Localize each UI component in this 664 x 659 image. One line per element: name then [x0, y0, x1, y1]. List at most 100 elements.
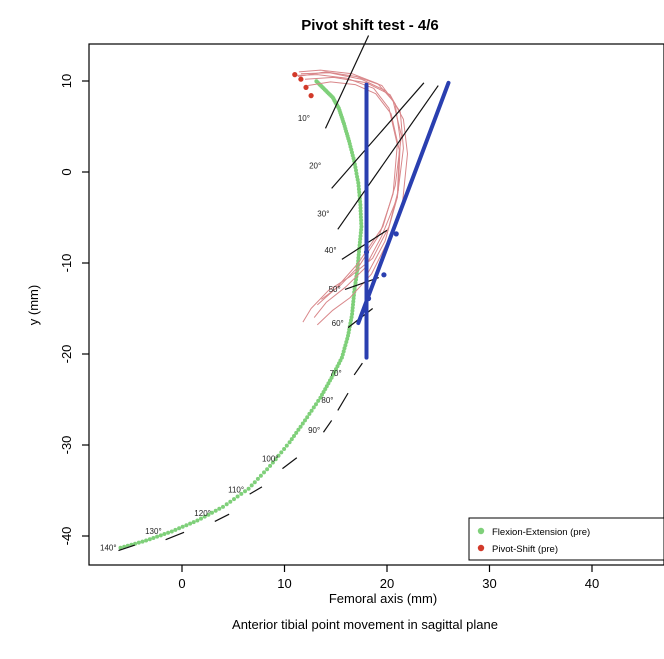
flexion-point [350, 308, 355, 313]
flexion-point [158, 533, 163, 538]
flexion-point [359, 218, 364, 223]
flexion-point [357, 249, 361, 254]
flexion-point [249, 483, 254, 488]
flexion-point [345, 336, 350, 341]
flexion-point [356, 180, 361, 185]
angle-marker-line [337, 85, 439, 230]
flexion-point [352, 290, 357, 295]
flexion-point [316, 398, 321, 403]
x-axis-ticks: 0 10 20 30 40 [178, 565, 599, 591]
flexion-point [356, 184, 361, 188]
y-tick-label: -20 [59, 345, 74, 364]
angle-marker-line [322, 420, 333, 433]
flexion-point [303, 418, 307, 423]
flexion-point [314, 402, 318, 407]
flexion-point [252, 480, 257, 485]
flexion-point [353, 165, 358, 170]
flexion-point [346, 333, 350, 338]
flexion-point [350, 312, 355, 316]
flexion-point [294, 430, 299, 435]
knee-angle-markers: 10° 20° 30° 40° 50° 60° 70° 80° 90° 100° 110° 120° 1… [100, 35, 439, 553]
flexion-point [351, 296, 356, 301]
angle-marker-line [118, 544, 136, 552]
pivot-trace-line [300, 72, 404, 318]
flexion-point [354, 277, 358, 282]
y-tick-label: -30 [59, 436, 74, 455]
flexion-point [188, 521, 193, 526]
flexion-point [287, 440, 292, 445]
angle-marker-line [249, 486, 263, 495]
angle-marker-label: 110° [228, 485, 244, 494]
legend-marker-pivot [477, 544, 485, 552]
flexion-point [340, 352, 345, 357]
flexion-point [358, 209, 363, 213]
y-axis-ticks: -40 -30 -20 -10 0 10 [59, 74, 89, 545]
flexion-point [258, 473, 263, 478]
angle-marker-label: 120° [194, 509, 211, 518]
y-tick-label: 0 [59, 168, 74, 175]
flexion-point [357, 243, 362, 248]
flexion-point [354, 171, 359, 176]
flexion-point [357, 240, 362, 245]
flexion-point [180, 524, 185, 529]
plot-frame [88, 43, 664, 566]
flexion-point [243, 489, 247, 494]
flexion-extension-series [118, 79, 364, 550]
y-tick-label: 10 [59, 74, 74, 88]
flexion-point [262, 470, 266, 475]
x-tick-label: 10 [277, 576, 291, 591]
angle-marker-label: 100° [262, 454, 279, 463]
flexion-point [342, 346, 347, 351]
flexion-point [268, 463, 273, 468]
flexion-point [357, 190, 362, 195]
flexion-point [343, 343, 348, 348]
flexion-point [213, 508, 218, 513]
angle-marker-label: 130° [145, 527, 162, 536]
flexion-point [162, 532, 167, 536]
flexion-point [355, 177, 360, 182]
flexion-point [356, 187, 361, 192]
legend: Flexion-Extension (pre) Pivot-Shift (pre… [468, 517, 664, 561]
flexion-point [276, 453, 281, 458]
flexion-point [232, 497, 236, 502]
flexion-point [217, 506, 222, 511]
pivot-point [298, 76, 304, 82]
x-tick-label: 20 [380, 576, 394, 591]
flexion-point [305, 415, 310, 420]
flexion-point [349, 315, 354, 320]
reference-axis-lines [356, 80, 451, 360]
flexion-point [349, 318, 353, 323]
x-axis-label: Femoral axis (mm) [329, 591, 437, 606]
flexion-point [298, 424, 303, 429]
flexion-point [270, 460, 275, 465]
flexion-point [353, 280, 358, 285]
flexion-point [356, 252, 361, 257]
flexion-point [347, 327, 352, 332]
angle-marker-label: 90° [308, 426, 320, 435]
flexion-point [300, 421, 305, 426]
angle-marker-label: 20° [309, 161, 321, 170]
angle-marker-line [341, 229, 388, 260]
pivot-trace-line [298, 69, 402, 306]
flexion-point [184, 523, 189, 528]
angle-marker-label: 10° [298, 114, 310, 123]
flexion-point [341, 349, 346, 354]
flexion-point [356, 255, 361, 260]
flexion-point [140, 539, 145, 544]
pivot-shift-series [292, 72, 314, 99]
flexion-point [151, 536, 156, 540]
angle-marker-label: 70° [330, 369, 342, 378]
flexion-point [351, 299, 356, 304]
flexion-point [282, 447, 287, 451]
angle-marker-label: 40° [324, 246, 336, 255]
flexion-point [296, 427, 301, 432]
angle-marker-line [165, 531, 185, 541]
flexion-point [173, 527, 178, 532]
flexion-point [147, 537, 152, 542]
reference-dot [393, 231, 399, 237]
legend-label-pivot: Pivot-Shift (pre) [492, 544, 558, 555]
flexion-point [177, 526, 182, 531]
flexion-point [292, 434, 296, 438]
flexion-point [358, 205, 363, 210]
